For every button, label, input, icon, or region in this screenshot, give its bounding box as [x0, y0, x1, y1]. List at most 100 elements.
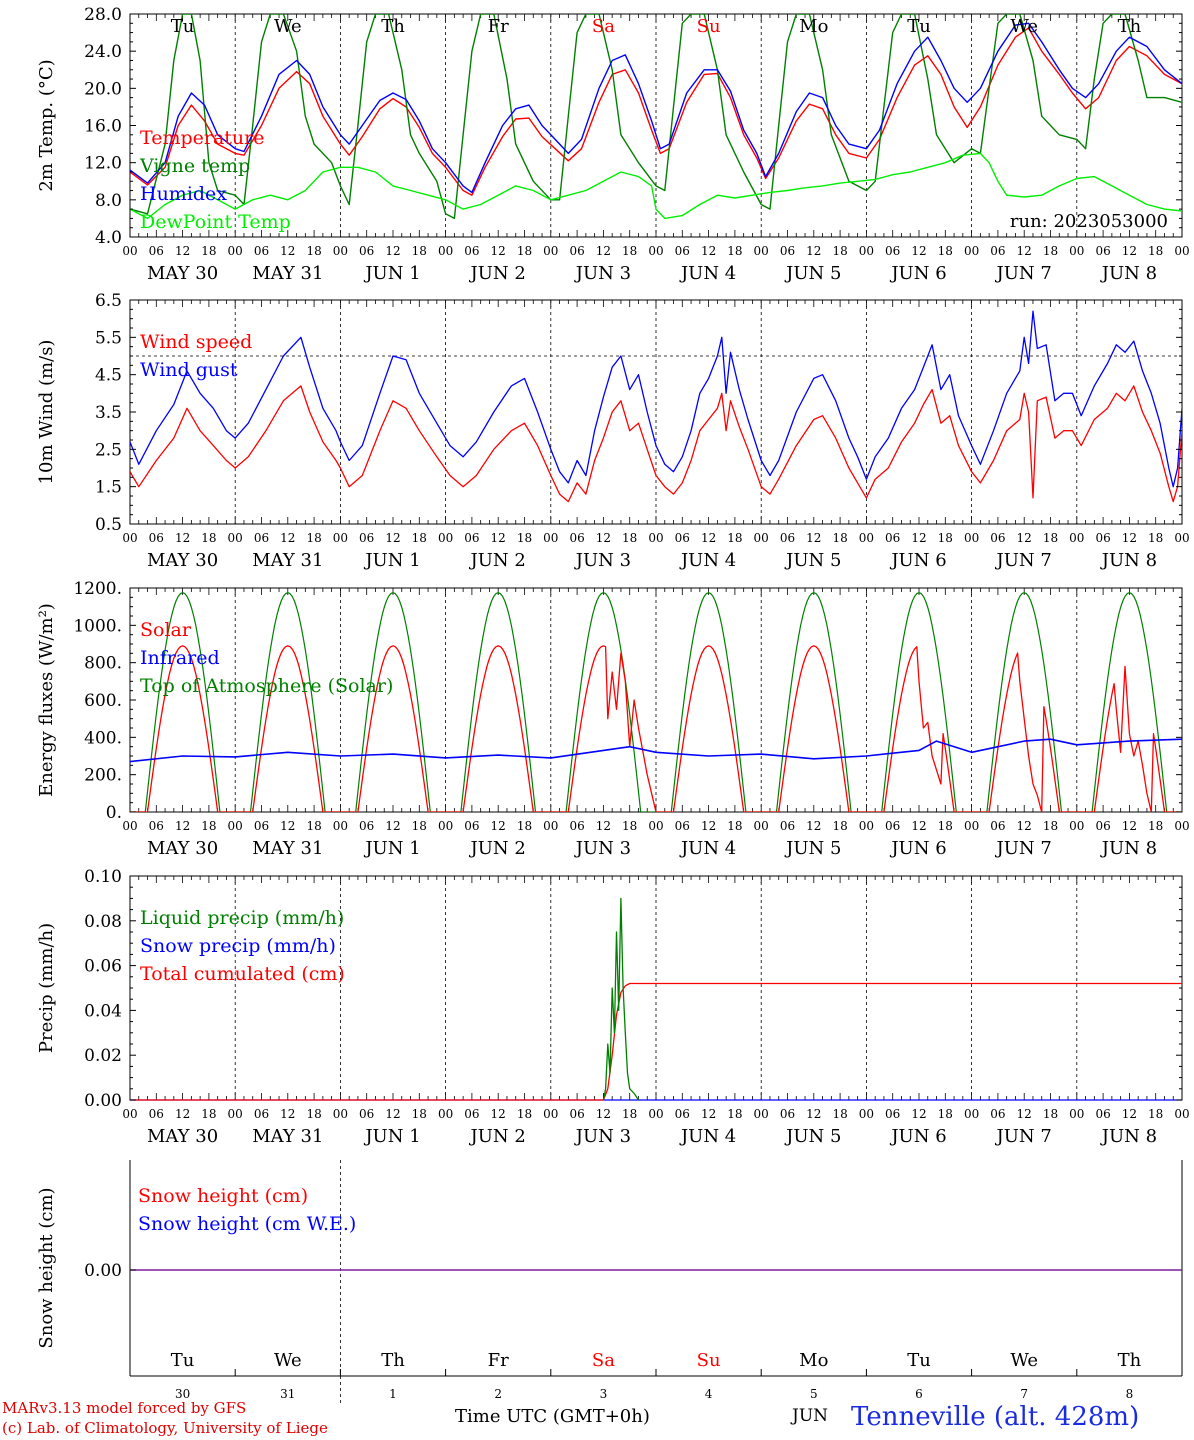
- day-date-label: MAY 31: [252, 263, 323, 284]
- hour-tick-label: 06: [149, 819, 164, 833]
- hour-tick-label: 12: [1122, 531, 1137, 545]
- day-date-label: JUN 8: [1100, 550, 1157, 571]
- hour-tick-label: 00: [122, 1107, 137, 1121]
- hour-tick-label: 00: [1069, 244, 1084, 258]
- hour-tick-label: 06: [675, 531, 690, 545]
- hour-tick-label: 06: [990, 531, 1005, 545]
- day-abbr-label: Th: [381, 1350, 405, 1371]
- y-tick-label: 20.0: [84, 79, 122, 99]
- hour-tick-label: 00: [228, 244, 243, 258]
- temperature-panel: Tu We Th Fr Sa Su Mo Tu We Th 4.0 8.0 12.0 16.0 20.0 24…: [36, 5, 1190, 284]
- y-tick-label: 0.00: [84, 1261, 122, 1281]
- series-liquid-precip-mm-h-: [602, 897, 640, 1101]
- day-date-label: JUN 2: [469, 263, 526, 284]
- hour-tick-label: 00: [333, 819, 348, 833]
- y-tick-label: 800.: [84, 654, 122, 674]
- hour-tick-label: 00: [122, 244, 137, 258]
- hour-tick-label: 06: [569, 1107, 584, 1121]
- hour-tick-label: 12: [1017, 244, 1032, 258]
- day-abbr-label: We: [274, 1350, 302, 1371]
- hour-tick-label: 00: [964, 1107, 979, 1121]
- hour-tick-label: 12: [1017, 1107, 1032, 1121]
- hour-tick-label: 12: [1017, 819, 1032, 833]
- hour-tick-label: 18: [1148, 531, 1163, 545]
- day-date-label: JUN 8: [1100, 263, 1157, 284]
- day-number-label: 4: [705, 1387, 713, 1401]
- day-abbr-label: Th: [381, 16, 405, 37]
- wind-lines: [130, 310, 1182, 503]
- hour-tick-label: 12: [175, 1107, 190, 1121]
- hour-tick-label: 00: [964, 244, 979, 258]
- hour-tick-label: 12: [1017, 531, 1032, 545]
- hour-tick-label: 00: [543, 1107, 558, 1121]
- series-temperature: [130, 27, 1182, 196]
- hour-tick-label: 00: [754, 244, 769, 258]
- hour-tick-label: 12: [491, 244, 506, 258]
- hour-tick-label: 18: [622, 531, 637, 545]
- plot-frame: [129, 587, 1183, 813]
- month-label: JUN: [792, 1406, 829, 1426]
- hour-tick-label: 18: [1043, 1107, 1058, 1121]
- hour-tick-label: 00: [648, 531, 663, 545]
- hour-tick-label: 18: [727, 244, 742, 258]
- hour-tick-label: 12: [596, 531, 611, 545]
- hour-tick-label: 06: [990, 1107, 1005, 1121]
- hour-tick-label: 12: [596, 819, 611, 833]
- hour-tick-label: 06: [464, 244, 479, 258]
- day-abbr-label: Th: [1118, 1350, 1142, 1371]
- day-date-label: JUN 7: [995, 838, 1052, 859]
- legend-snow-height-cm-w-e-: Snow height (cm W.E.): [138, 1213, 356, 1235]
- day-abbr-label: Tu: [907, 16, 931, 37]
- hour-tick-label: 18: [1148, 1107, 1163, 1121]
- hour-tick-label: 18: [517, 531, 532, 545]
- hour-tick-label: 12: [385, 1107, 400, 1121]
- legend-liquid-precip-mm-h-: Liquid precip (mm/h): [140, 907, 344, 929]
- day-abbr-label: Sa: [592, 16, 615, 37]
- legend-wind-speed: Wind speed: [140, 331, 252, 353]
- series-humidex: [130, 22, 1182, 194]
- day-abbr-label: Sa: [592, 1350, 615, 1371]
- hour-tick-label: 12: [280, 244, 295, 258]
- hour-tick-label: 18: [1148, 819, 1163, 833]
- hour-tick-label: 18: [201, 1107, 216, 1121]
- hour-tick-label: 12: [385, 244, 400, 258]
- hour-tick-label: 18: [938, 819, 953, 833]
- y-tick-label: 0.00: [84, 1091, 122, 1111]
- hour-tick-label: 12: [701, 1107, 716, 1121]
- hour-tick-label: 12: [701, 819, 716, 833]
- hour-tick-label: 12: [911, 244, 926, 258]
- y-tick-label: 4.0: [95, 228, 122, 248]
- hour-tick-label: 18: [201, 819, 216, 833]
- legend-vigne-temp: Vigne temp: [139, 155, 250, 177]
- legend-snow-height-cm-: Snow height (cm): [138, 1185, 308, 1207]
- y-tick-label: 0.04: [84, 1001, 122, 1021]
- hour-tick-label: 06: [675, 244, 690, 258]
- y-tick-label: 3.5: [95, 403, 122, 423]
- hour-tick-label: 12: [806, 1107, 821, 1121]
- hour-tick-label: 00: [1174, 244, 1189, 258]
- hour-tick-label: 00: [964, 531, 979, 545]
- hour-tick-label: 18: [201, 244, 216, 258]
- hour-tick-label: 18: [1043, 244, 1058, 258]
- hour-tick-label: 06: [885, 531, 900, 545]
- day-date-label: MAY 30: [147, 838, 218, 859]
- y-tick-label: 1200.: [73, 579, 122, 599]
- day-abbr-label: Th: [1118, 16, 1142, 37]
- hour-tick-label: 12: [175, 244, 190, 258]
- y-axis-label: 10m Wind (m/s): [36, 340, 57, 485]
- y-axis-label: 2m Temp. (°C): [36, 59, 57, 191]
- hour-tick-label: 18: [517, 244, 532, 258]
- day-date-label: JUN 3: [574, 263, 631, 284]
- y-axis-label: Precip (mm/h): [36, 923, 57, 1053]
- hour-tick-label: 06: [254, 819, 269, 833]
- hour-tick-label: 06: [1095, 531, 1110, 545]
- hour-tick-label: 06: [359, 531, 374, 545]
- run-label: run: 2023053000: [1010, 211, 1168, 232]
- y-tick-label: 0.: [106, 803, 122, 823]
- hour-tick-label: 06: [569, 819, 584, 833]
- day-date-label: JUN 5: [784, 263, 841, 284]
- series-infrared: [130, 738, 1182, 763]
- hour-tick-label: 06: [1095, 819, 1110, 833]
- hour-tick-label: 00: [1174, 531, 1189, 545]
